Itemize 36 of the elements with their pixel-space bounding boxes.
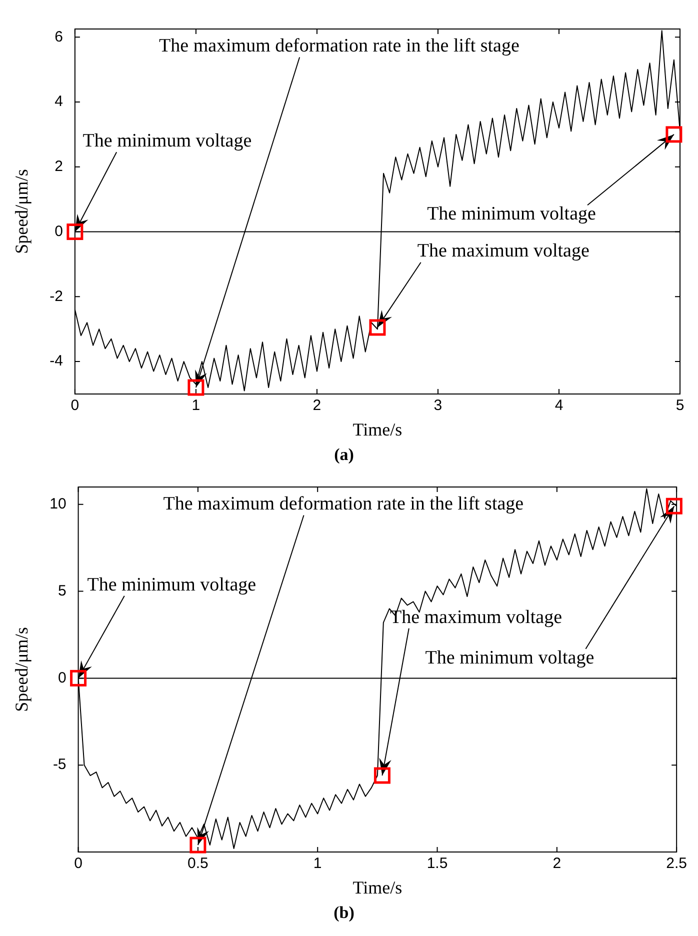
y-axis-title: Speed/μm/s (12, 627, 32, 712)
annotation: The minimum voltage (87, 574, 256, 596)
annotation: The maximum deformation rate in the lift stage (163, 494, 524, 515)
annotation: The minimum voltage (427, 204, 596, 225)
x-tick-label: 5 (676, 397, 684, 414)
y-tick-label: 10 (50, 496, 66, 513)
y-tick-label: 0 (58, 669, 66, 686)
annotation: The minimum voltage (425, 647, 594, 668)
y-tick-label: -4 (50, 352, 63, 370)
annotation: The minimum voltage (82, 130, 252, 152)
x-tick-label: 1.5 (426, 855, 448, 872)
y-tick-label: 0 (54, 222, 63, 240)
x-tick-label: 2 (552, 855, 562, 872)
x-tick-label: 0 (74, 855, 82, 872)
y-tick-label: 4 (54, 93, 63, 110)
text: (b) (334, 903, 354, 922)
annotation: The maximum deformation rate in the lift stage (159, 36, 520, 57)
text: (a) (334, 445, 354, 464)
annotation: The maximum voltage (417, 240, 590, 262)
x-tick-label: 2 (312, 397, 322, 414)
x-tick-label: 1 (192, 397, 200, 414)
x-tick-label: 0 (70, 397, 80, 414)
x-tick-label: 2.5 (666, 855, 688, 872)
y-tick-label: -2 (50, 288, 63, 305)
y-tick-label: -5 (52, 756, 66, 774)
x-axis-title: Time/s (352, 420, 402, 440)
y-tick-label: 6 (54, 28, 63, 46)
y-tick-label: 2 (54, 158, 63, 176)
y-tick-label: 5 (58, 582, 66, 600)
x-tick-label: 1 (313, 855, 322, 872)
x-axis-title: Time/s (352, 878, 402, 898)
x-tick-label: 4 (554, 397, 564, 414)
y-axis-title: Speed/μm/s (12, 169, 32, 254)
x-tick-label: 0.5 (188, 855, 208, 872)
annotation: The maximum voltage (390, 606, 562, 628)
x-tick-label: 3 (434, 397, 442, 414)
